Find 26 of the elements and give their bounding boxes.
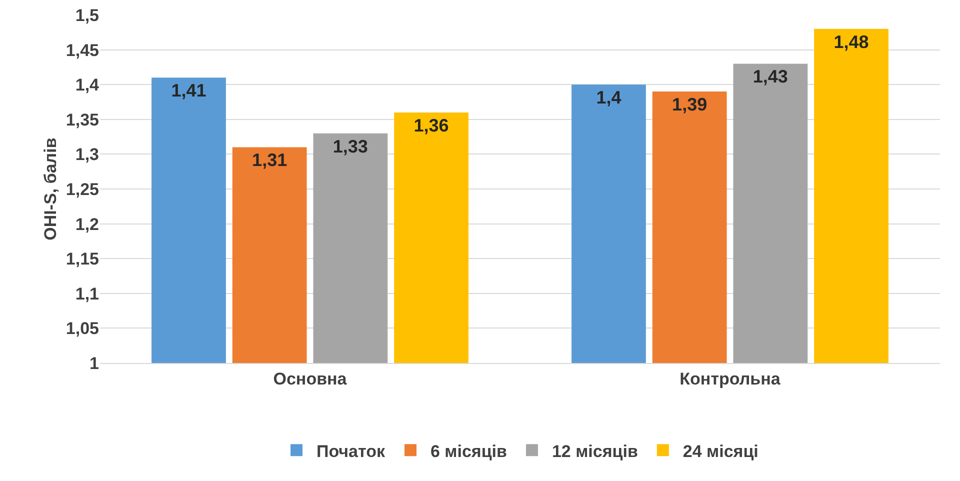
legend-label: Початок <box>316 442 386 461</box>
y-axis-title: OHI-S, балів <box>41 138 60 240</box>
data-label: 1,41 <box>171 80 206 101</box>
data-label: 1,39 <box>672 94 708 115</box>
x-tick-label: Контрольна <box>680 369 781 388</box>
y-tick-label: 1,4 <box>75 76 100 95</box>
y-tick-label: 1,2 <box>75 214 99 234</box>
y-tick-label: 1,1 <box>75 284 99 304</box>
y-tick-label: 1,35 <box>66 110 99 130</box>
legend-label: 24 місяці <box>682 442 758 461</box>
data-label: 1,43 <box>752 66 788 87</box>
y-tick-label: 1,25 <box>66 180 99 199</box>
data-label: 1,48 <box>834 32 869 52</box>
data-label: 1,4 <box>596 88 622 108</box>
x-tick-label: Основна <box>273 369 348 388</box>
data-label: 1,31 <box>252 150 288 170</box>
data-label: 1,36 <box>414 115 449 136</box>
y-tick-label: 1 <box>90 354 99 373</box>
y-tick-label: 1,05 <box>66 319 99 338</box>
legend-label: 12 місяців <box>552 442 638 461</box>
y-tick-label: 1,45 <box>66 40 99 60</box>
y-tick-label: 1,15 <box>66 250 99 269</box>
legend-label: 6 місяців <box>430 442 507 461</box>
y-tick-label: 1,3 <box>75 145 99 164</box>
data-label: 1,33 <box>332 136 368 156</box>
y-tick-label: 1,5 <box>75 6 99 25</box>
